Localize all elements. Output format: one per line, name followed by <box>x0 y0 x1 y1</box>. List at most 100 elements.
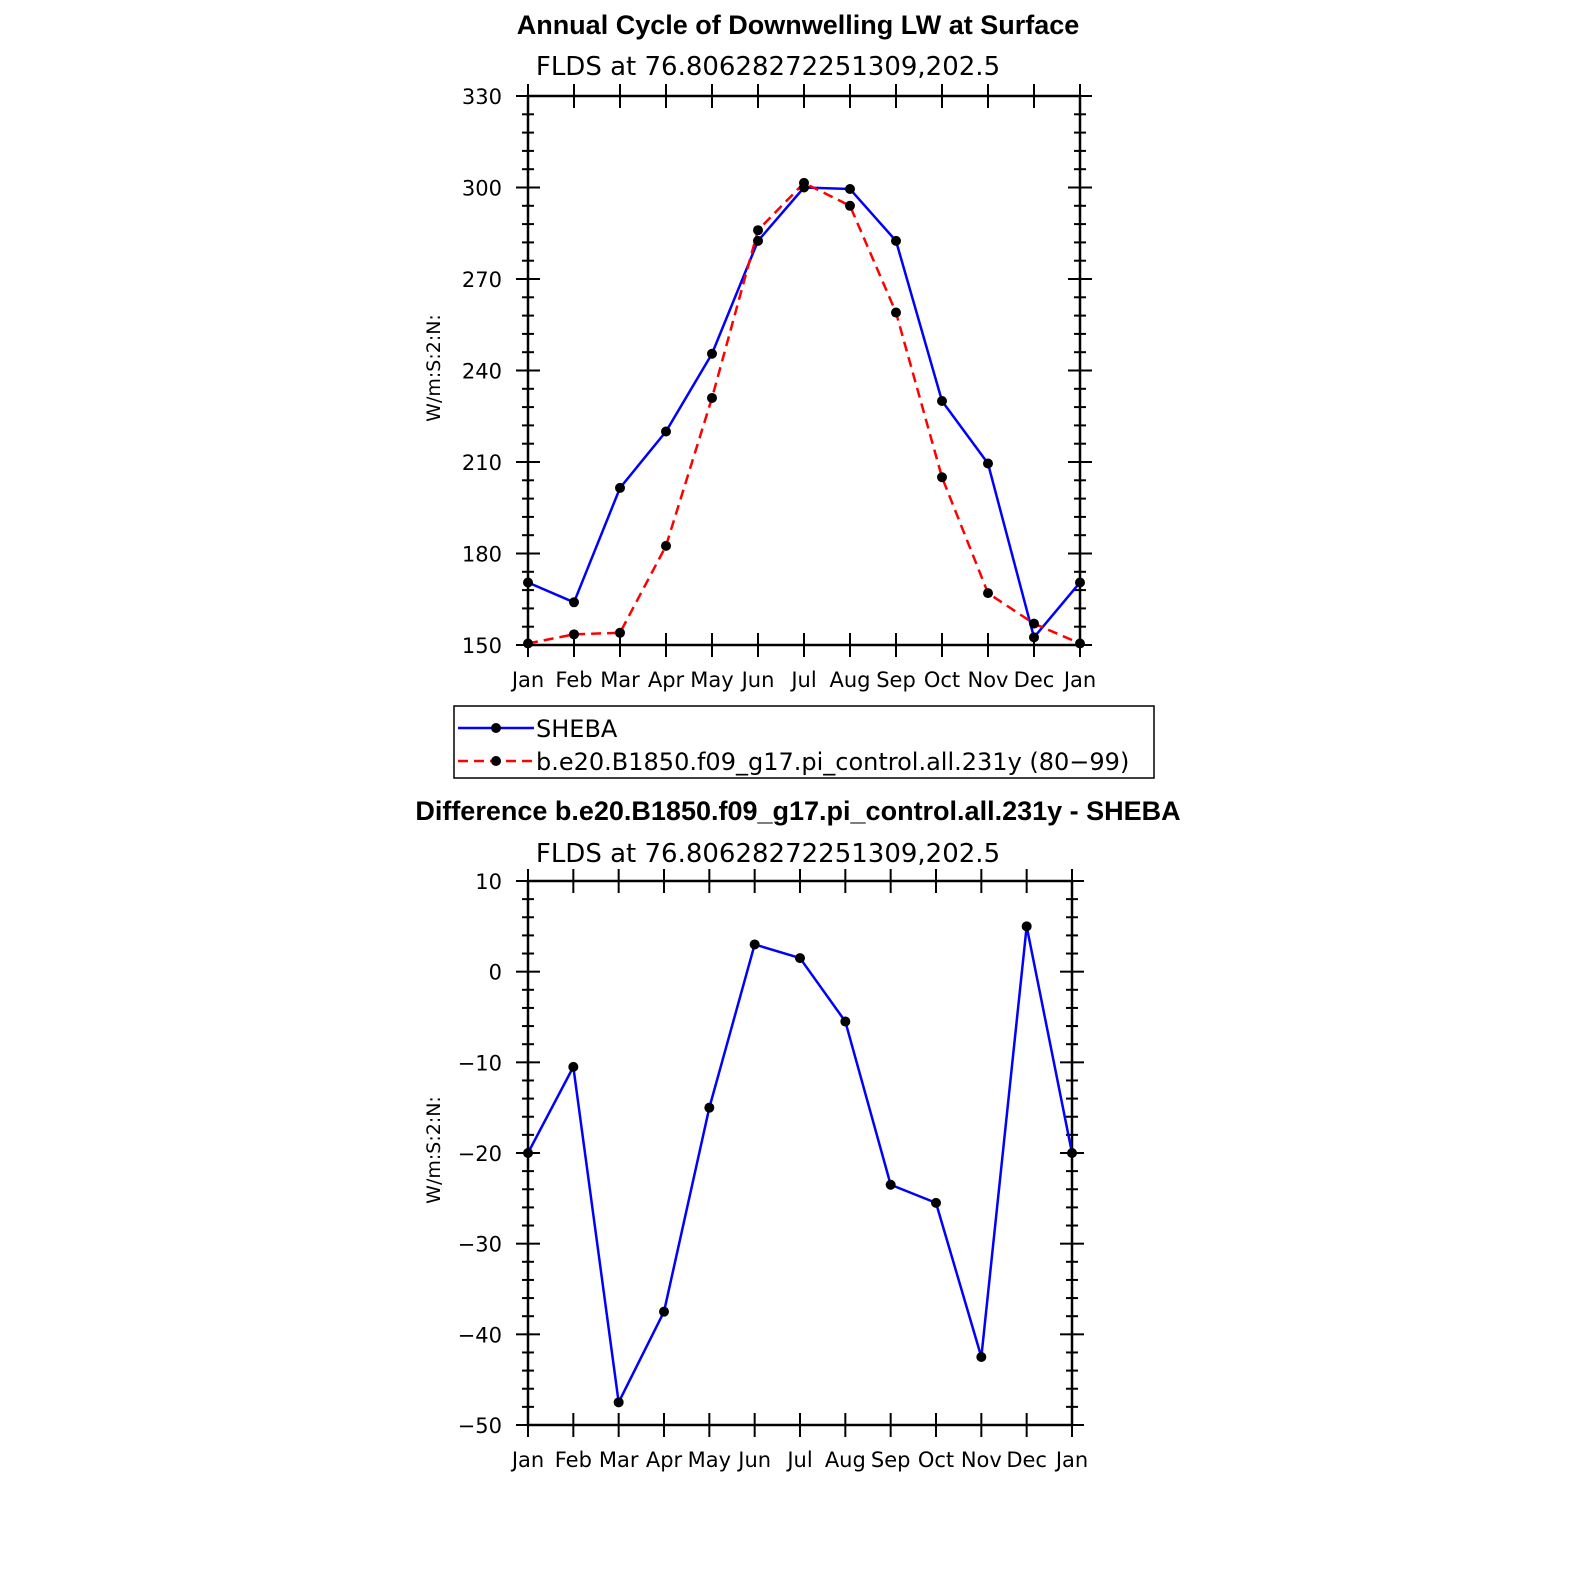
x-tick-label: Oct <box>918 1448 954 1472</box>
data-point <box>795 953 805 964</box>
data-point <box>845 200 855 211</box>
y-tick-label: 210 <box>462 451 502 475</box>
data-point <box>707 348 717 359</box>
data-point <box>615 627 625 638</box>
data-point <box>569 597 579 608</box>
y-tick-label: 330 <box>462 85 502 109</box>
y-tick-label: −40 <box>458 1323 502 1347</box>
data-point <box>569 629 579 640</box>
y-tick-label: −20 <box>458 1142 502 1166</box>
data-point <box>983 458 993 469</box>
x-tick-label: Sep <box>876 668 916 692</box>
y-tick-labels: −50 −40 −30 −20 −10 0 10 <box>458 870 502 1438</box>
legend-marker-sheba <box>491 723 501 733</box>
x-tick-label: Mar <box>600 668 640 692</box>
x-tick-label: Oct <box>924 668 960 692</box>
legend-label-model: b.e20.B1850.f09_g17.pi_control.all.231y … <box>536 748 1129 776</box>
data-point <box>1075 638 1085 649</box>
data-point <box>707 392 717 403</box>
y-tick-label: −10 <box>458 1051 502 1075</box>
y-tick-label: 150 <box>462 634 502 658</box>
x-tick-label: Jul <box>785 1448 812 1472</box>
data-point <box>1075 577 1085 588</box>
series-markers <box>523 921 1077 1408</box>
series-line-1 <box>527 181 1081 645</box>
x-tick-label: Feb <box>555 1448 592 1472</box>
series-line-0 <box>526 925 1074 1404</box>
data-point <box>799 177 809 188</box>
data-point <box>659 1306 669 1317</box>
data-point <box>937 472 947 483</box>
x-tick-label: Jan <box>1062 668 1096 692</box>
x-tick-label: Apr <box>646 1448 683 1472</box>
x-tick-label: Feb <box>555 668 592 692</box>
y-axis-title: W/m:S:2:N: <box>423 1096 445 1204</box>
x-tick-label: Jul <box>789 668 816 692</box>
x-tick-label: Nov <box>968 668 1009 692</box>
data-point <box>568 1061 579 1072</box>
data-point <box>704 1102 715 1113</box>
y-tick-label: −30 <box>458 1233 502 1257</box>
data-point <box>615 482 625 493</box>
x-tick-label: Sep <box>871 1448 911 1472</box>
series-line-0 <box>527 186 1081 639</box>
x-tick-label: Jan <box>510 1448 544 1472</box>
data-point <box>1029 632 1039 643</box>
x-tick-label: May <box>688 1448 731 1472</box>
chart-subtitle: FLDS at 76.80628272251309,202.5 <box>536 839 1000 869</box>
data-point <box>891 235 901 246</box>
y-tick-label: 240 <box>462 360 502 384</box>
x-tick-labels: Jan Feb Mar Apr May Jun Jul Aug Sep Oct Nov Dec Jan <box>510 668 1096 692</box>
x-tick-label: Nov <box>961 1448 1002 1472</box>
annual-cycle-panel: Annual Cycle of Downwelling LW at Surfac… <box>423 10 1155 779</box>
x-tick-label: Jan <box>1054 1448 1088 1472</box>
chart-subtitle: FLDS at 76.80628272251309,202.5 <box>536 52 1000 82</box>
data-point <box>1029 618 1039 629</box>
x-tick-label: Aug <box>829 668 870 692</box>
y-tick-label: 0 <box>489 961 502 985</box>
data-point <box>523 638 533 649</box>
plot-frame <box>516 84 1092 657</box>
data-point <box>749 939 760 950</box>
difference-panel: Difference b.e20.B1850.f09_g17.pi_contro… <box>415 796 1180 1472</box>
x-tick-label: Jun <box>736 1448 771 1472</box>
data-point <box>753 235 763 246</box>
data-point <box>931 1197 941 1208</box>
x-tick-label: Apr <box>648 668 685 692</box>
y-tick-label: 180 <box>462 543 502 567</box>
series-markers <box>523 177 1085 649</box>
x-tick-label: Dec <box>1014 668 1055 692</box>
data-point <box>661 540 671 551</box>
data-point <box>661 426 671 437</box>
data-point <box>891 307 901 318</box>
data-point <box>937 396 947 406</box>
data-point <box>613 1397 624 1408</box>
x-tick-labels: Jan Feb Mar Apr May Jun Jul Aug Sep Oct Nov Dec Jan <box>510 1448 1088 1472</box>
chart-title: Difference b.e20.B1850.f09_g17.pi_contro… <box>415 796 1180 826</box>
data-point <box>845 184 855 195</box>
x-tick-label: Aug <box>825 1448 866 1472</box>
x-tick-label: May <box>690 668 733 692</box>
y-tick-label: 300 <box>462 177 502 201</box>
data-point <box>1067 1148 1077 1158</box>
y-tick-label: 10 <box>475 870 502 894</box>
y-axis-title: W/m:S:2:N: <box>423 314 445 422</box>
legend-marker-model <box>491 756 501 766</box>
data-point <box>885 1179 896 1190</box>
legend: SHEBA b.e20.B1850.f09_g17.pi_control.all… <box>453 705 1155 779</box>
legend-box <box>453 705 1155 779</box>
data-point <box>976 1352 987 1362</box>
series-lines <box>527 181 1081 645</box>
y-tick-label: 270 <box>462 268 502 292</box>
plot-frame <box>516 869 1084 1437</box>
chart-title: Annual Cycle of Downwelling LW at Surfac… <box>517 10 1080 40</box>
x-tick-label: Mar <box>599 1448 639 1472</box>
y-tick-labels: 150 180 210 240 270 300 330 <box>462 85 502 658</box>
data-point <box>523 1148 533 1158</box>
x-tick-label: Jun <box>740 668 775 692</box>
x-tick-label: Jan <box>510 668 544 692</box>
data-point <box>840 1016 851 1027</box>
data-point <box>983 588 993 599</box>
series-lines <box>526 925 1074 1404</box>
